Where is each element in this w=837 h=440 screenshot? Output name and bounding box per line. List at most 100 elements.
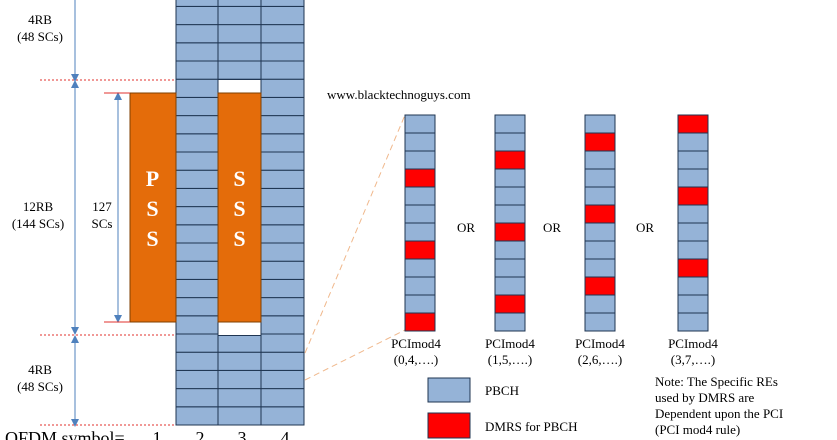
pbch-cell (584, 168, 616, 188)
dmrs-cell (404, 240, 436, 260)
dmrs-cell (494, 294, 526, 314)
re-cell (175, 260, 219, 280)
rb-label: 12RB (23, 199, 54, 214)
re-cell (217, 42, 262, 62)
dmrs-cell (494, 222, 526, 242)
symbol-number: 1 (153, 428, 162, 440)
re-cell (175, 0, 219, 7)
re-cell (175, 60, 219, 80)
dmrs-cell (404, 312, 436, 332)
re-cell (217, 351, 262, 371)
dmrs-cell (584, 204, 616, 224)
note: (PCI mod4 rule) (655, 422, 740, 437)
pbch-cell (404, 222, 436, 242)
re-cell (260, 224, 305, 244)
re-cell (260, 78, 305, 98)
sc-label: SCs (92, 216, 113, 231)
pbch-cell (494, 114, 526, 134)
website: www.blacktechnoguys.com (327, 87, 471, 102)
pbch-cell (494, 312, 526, 332)
re-cell (175, 388, 219, 408)
pbch-cell (404, 294, 436, 314)
pbch-cell (584, 222, 616, 242)
column-label: PCImod4 (485, 336, 535, 351)
column-label: PCImod4 (391, 336, 441, 351)
rb-label: 4RB (28, 362, 52, 377)
sss-letter: S (233, 196, 246, 221)
re-cell (175, 187, 219, 208)
pbch-cell (494, 276, 526, 296)
dmrs-cell (404, 168, 436, 188)
re-cell (260, 406, 305, 426)
column-set: (2,6,….) (578, 352, 622, 367)
dmrs-cell (584, 276, 616, 296)
re-cell (175, 351, 219, 371)
pss-letter: S (146, 196, 159, 221)
pbch-cell (494, 132, 526, 152)
pbch-cell (494, 258, 526, 278)
re-cell (260, 242, 305, 262)
re-cell (175, 169, 219, 189)
note: Dependent upon the PCI (655, 406, 783, 421)
pbch-cell (404, 186, 436, 206)
pss-block (129, 92, 177, 323)
re-cell (260, 206, 305, 226)
re-cell (175, 151, 219, 171)
axis-label: OFDM symbol= (5, 428, 125, 440)
column-label: PCImod4 (668, 336, 718, 351)
re-cell (260, 278, 305, 299)
dmrs-cell (584, 132, 616, 152)
sc-label: (144 SCs) (12, 216, 64, 231)
re-cell (175, 406, 219, 426)
re-cell (260, 315, 305, 335)
re-cell (260, 115, 305, 135)
legend-swatch (427, 377, 471, 403)
pbch-cell (584, 294, 616, 314)
re-cell (260, 42, 305, 62)
re-cell (175, 24, 219, 44)
re-cell (217, 5, 262, 26)
pbch-cell (404, 258, 436, 278)
re-cell (260, 388, 305, 408)
re-cell (260, 5, 305, 26)
re-cell (260, 96, 305, 117)
re-cell (260, 187, 305, 208)
zoom-line (304, 114, 406, 354)
re-cell (217, 369, 262, 390)
pbch-columns (404, 114, 709, 332)
symbol-number: 4 (281, 428, 290, 440)
re-cell (260, 24, 305, 44)
sss-block (217, 92, 262, 323)
pbch-cell (404, 204, 436, 224)
pbch-cell (404, 150, 436, 170)
legend-label: PBCH (485, 383, 519, 398)
sss-letter: S (233, 226, 246, 251)
pss-letter: S (146, 226, 159, 251)
separator: OR (543, 220, 561, 235)
sc-label: (48 SCs) (17, 29, 63, 44)
re-cell (260, 351, 305, 371)
pbch-cell (677, 168, 709, 188)
re-cell (175, 369, 219, 390)
re-cell (260, 369, 305, 390)
re-cell (175, 133, 219, 153)
zoom-line (304, 329, 406, 381)
pbch-cell (404, 132, 436, 152)
separator: OR (636, 220, 654, 235)
re-cell (260, 133, 305, 153)
re-cell (175, 42, 219, 62)
pbch-cell (677, 312, 709, 332)
re-cell (217, 333, 262, 353)
note: used by DMRS are (655, 390, 755, 405)
pbch-cell (677, 276, 709, 296)
pbch-cell (584, 312, 616, 332)
re-cell (175, 206, 219, 226)
re-cell (217, 388, 262, 408)
pbch-cell (404, 114, 436, 134)
dmrs-cell (677, 114, 709, 134)
re-cell (260, 333, 305, 353)
separator: OR (457, 220, 475, 235)
re-cell (260, 0, 305, 7)
re-cell (175, 115, 219, 135)
re-cell (217, 60, 262, 80)
